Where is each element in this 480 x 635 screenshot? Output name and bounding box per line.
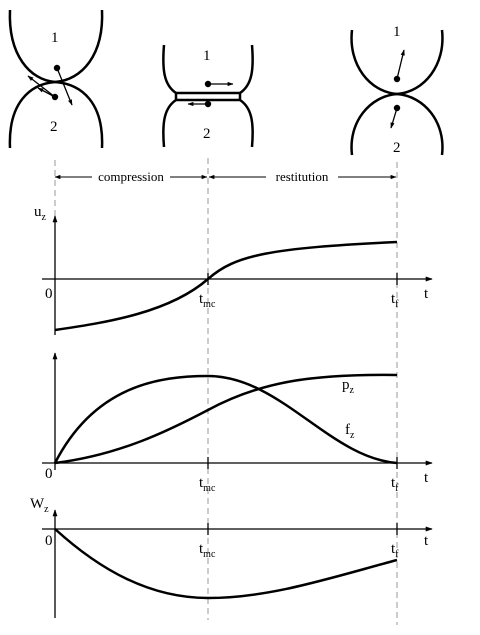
wz-t-label: t (424, 533, 429, 549)
fz-curve (53, 374, 398, 465)
uz-label: uz (34, 204, 47, 223)
body-2-label: 2 (203, 126, 211, 142)
body-2-label: 2 (50, 119, 58, 135)
velocity-arrow-1 (396, 49, 405, 80)
uz-origin-label: 0 (45, 286, 53, 302)
body-1-label: 1 (393, 24, 401, 40)
pz-curve (54, 373, 398, 465)
stage-separation: 1 2 (350, 24, 444, 156)
compression-label: compression (98, 169, 164, 184)
pz-tf-label: tf (391, 475, 399, 494)
pz-tmc-label: tmc (199, 475, 216, 494)
uz-t-label: t (424, 286, 429, 302)
plot-pz-fz: pz fz 0 tmc tf t (42, 352, 433, 494)
body-1-label: 1 (203, 48, 211, 64)
uz-tmc-label: tmc (199, 291, 216, 310)
wz-curve (54, 528, 398, 600)
uz-tf-label: tf (391, 291, 399, 310)
body-2-outline (162, 98, 254, 148)
body-1-label: 1 (51, 30, 59, 46)
stage-initial-contact: 1 2 (8, 9, 104, 149)
wz-tmc-label: tmc (199, 541, 216, 560)
body-2-outline (8, 80, 104, 149)
plot-uz: uz 0 tmc tf t (34, 204, 433, 335)
velocity-arrow-2 (27, 75, 56, 98)
body-1-outline (8, 9, 104, 84)
wz-label: Wz (30, 496, 49, 515)
body-1-outline (162, 44, 254, 95)
wz-tf-label: tf (391, 541, 399, 560)
uz-curve (54, 240, 398, 332)
velocity-arrow-2b (37, 87, 56, 98)
fz-label: fz (345, 422, 355, 441)
body-2-outline (350, 92, 444, 156)
body-2-label: 2 (393, 140, 401, 156)
pz-origin-label: 0 (45, 466, 53, 482)
restitution-label: restitution (276, 169, 329, 184)
stage-max-compression: 1 2 (162, 44, 254, 148)
pz-t-label: t (424, 470, 429, 486)
velocity-arrow-1 (56, 67, 73, 106)
wz-origin-label: 0 (45, 533, 53, 549)
velocity-arrow-2 (390, 107, 398, 129)
plot-wz: Wz 0 tmc tf t (30, 496, 433, 618)
phase-spans: compression restitution (54, 169, 397, 184)
pz-label: pz (342, 377, 355, 396)
